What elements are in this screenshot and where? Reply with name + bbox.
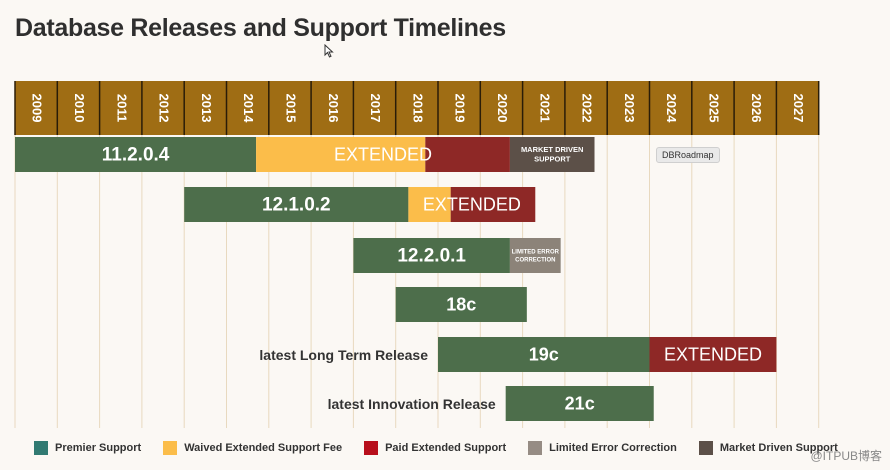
year-label: 2013 xyxy=(199,94,214,123)
year-label: 2010 xyxy=(72,94,87,123)
bar-segment-premier xyxy=(505,386,654,421)
bar-segment-waived xyxy=(408,187,451,222)
legend-label: Limited Error Correction xyxy=(549,442,677,454)
year-label: 2022 xyxy=(580,94,595,123)
legend: Premier Support Waived Extended Support F… xyxy=(34,441,860,455)
year-label: 2009 xyxy=(30,94,45,123)
segment-note: SUPPORT xyxy=(534,154,571,163)
year-header xyxy=(15,81,819,135)
legend-label: Market Driven Support xyxy=(719,442,838,454)
legend-item: Paid Extended Support xyxy=(364,441,506,455)
segment-note: MARKET DRIVEN xyxy=(521,145,584,154)
timeline-chart: 2009 2010 2011 2012 2013 2014 2015 2016 2017 2018… xyxy=(14,81,820,428)
legend-item: Limited Error Correction xyxy=(528,441,677,455)
legend-label: Waived Extended Support Fee xyxy=(184,442,343,454)
bar-segment-premier xyxy=(15,137,257,172)
bar-segment-waived xyxy=(256,137,426,172)
bar-segment-limited xyxy=(509,238,561,273)
bar-segment-paid xyxy=(649,337,777,372)
segment-note: LIMITED ERROR xyxy=(512,249,560,255)
release-name: 12.2.0.1 xyxy=(397,246,466,267)
extended-label: EXTENDED xyxy=(334,144,432,164)
year-label: 2016 xyxy=(326,94,341,123)
bar-segment-market xyxy=(509,137,595,172)
release-name: 21c xyxy=(565,393,595,413)
bar-segment-premier xyxy=(353,238,510,273)
extended-label: EXTENDED xyxy=(423,194,521,214)
bar-segment-premier xyxy=(184,187,409,222)
year-label: 2018 xyxy=(410,94,425,123)
release-name: 12.1.0.2 xyxy=(262,195,331,216)
legend-item: Premier Support xyxy=(34,441,141,455)
watermark: @ITPUB博客 xyxy=(810,449,882,463)
extended-label: EXTENDED xyxy=(664,344,762,364)
bar-segment-premier xyxy=(395,287,527,322)
bar-segment-premier xyxy=(438,337,650,372)
legend-swatch xyxy=(34,441,48,455)
year-label: 2012 xyxy=(157,94,172,123)
release-name: 11.2.0.4 xyxy=(102,145,170,166)
cursor-icon xyxy=(324,44,334,58)
year-label: 2027 xyxy=(791,94,806,123)
year-label: 2011 xyxy=(114,94,129,122)
page-title: Database Releases and Support Timelines xyxy=(15,14,506,42)
year-label: 2019 xyxy=(453,94,468,123)
tooltip: DBRoadmap xyxy=(656,147,720,163)
legend-swatch xyxy=(163,441,178,455)
year-label: 2017 xyxy=(368,94,383,123)
release-side-label: latest Long Term Release xyxy=(259,347,428,363)
release-side-label: latest Innovation Release xyxy=(327,396,496,412)
year-label: 2026 xyxy=(749,94,764,123)
year-label: 2024 xyxy=(664,94,679,124)
bar-segment-paid xyxy=(450,187,536,222)
legend-label: Paid Extended Support xyxy=(385,442,507,454)
legend-swatch xyxy=(364,441,379,455)
legend-item: Waived Extended Support Fee xyxy=(163,441,342,455)
year-label: 2025 xyxy=(707,94,722,123)
year-label: 2014 xyxy=(241,94,256,124)
year-label: 2023 xyxy=(622,94,637,123)
year-label: 2020 xyxy=(495,94,510,123)
year-label: 2015 xyxy=(284,94,299,123)
bar-segment-paid xyxy=(425,137,510,172)
year-label: 2021 xyxy=(537,94,552,123)
release-name: 18c xyxy=(446,294,476,314)
release-name: 19c xyxy=(529,344,559,364)
legend-swatch xyxy=(528,441,543,455)
legend-swatch xyxy=(698,441,713,455)
segment-note: CORRECTION xyxy=(515,257,555,263)
legend-label: Premier Support xyxy=(55,442,142,454)
legend-item: Market Driven Support xyxy=(698,441,838,455)
